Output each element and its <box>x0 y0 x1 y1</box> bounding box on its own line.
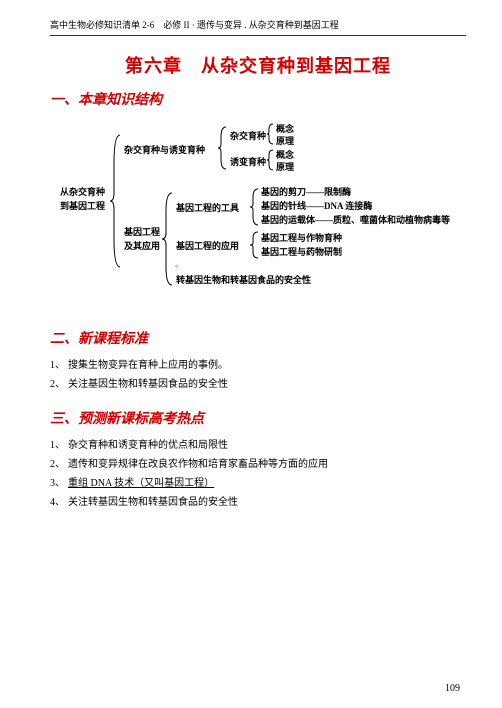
item-text: 杂交育种和诱变育种的优点和局限性 <box>68 436 466 455</box>
diag-b-label1: 基因工程 <box>124 225 160 239</box>
brace-b <box>162 191 174 287</box>
diag-root-line1: 从杂交育种 <box>60 185 105 199</box>
section1-heading: 一、本章知识结构 <box>50 89 466 109</box>
diag-b2-l1: 基因工程与作物育种 <box>261 231 342 245</box>
diag-root-line2: 到基因工程 <box>60 199 105 213</box>
diag-dot: 。 <box>175 257 184 271</box>
item-num: 3、 <box>50 474 68 493</box>
list-item: 2、 关注基因生物和转基因食品的安全性 <box>50 375 466 394</box>
diag-b2-l2: 基因工程与药物研制 <box>261 245 342 259</box>
list-item: 3、 重组 DNA 技术（又叫基因工程） <box>50 474 466 493</box>
item-text: 关注转基因生物和转基因食品的安全性 <box>68 493 466 512</box>
brace-root <box>110 133 122 269</box>
item-text: 关注基因生物和转基因食品的安全性 <box>68 375 466 394</box>
diag-a-sub1: 杂交育种 <box>230 129 266 143</box>
diag-a1-l2: 原理 <box>276 134 294 148</box>
diag-b-label2: 及其应用 <box>124 239 160 253</box>
list-item: 1、 搜集生物变异在育种上应用的事例。 <box>50 356 466 375</box>
diag-a-sub2: 诱变育种 <box>230 155 266 169</box>
section2-list: 1、 搜集生物变异在育种上应用的事例。 2、 关注基因生物和转基因食品的安全性 <box>50 356 466 394</box>
diag-b-sub1: 基因工程的工具 <box>176 201 239 215</box>
item-num: 2、 <box>50 375 68 394</box>
diag-b1-l3: 基因的运载体——质粒、噬菌体和动植物病毒等 <box>261 213 450 227</box>
list-item: 4、 关注转基因生物和转基因食品的安全性 <box>50 493 466 512</box>
section3-list: 1、 杂交育种和诱变育种的优点和局限性 2、 遗传和变异规律在改良农作物和培育家… <box>50 436 466 512</box>
item-text: 搜集生物变异在育种上应用的事例。 <box>68 356 466 375</box>
section2-heading: 二、新课程标准 <box>50 328 466 348</box>
list-item: 1、 杂交育种和诱变育种的优点和局限性 <box>50 436 466 455</box>
item-num: 1、 <box>50 356 68 375</box>
brace-b2 <box>250 231 260 259</box>
list-item: 2、 遗传和变异规律在改良农作物和培育家畜品种等方面的应用 <box>50 455 466 474</box>
diag-b-sub2: 基因工程的应用 <box>176 239 239 253</box>
page-header: 高中生物必修知识清单 2-6 必修 II · 遗传与变异 . 从杂交育种到基因工… <box>50 18 466 36</box>
brace-b1 <box>250 187 260 227</box>
item-num: 1、 <box>50 436 68 455</box>
diag-b-sub3: 转基因生物和转基因食品的安全性 <box>176 273 311 287</box>
knowledge-structure-diagram: 从杂交育种 到基因工程 杂交育种与诱变育种 杂交育种 概念 原理 诱变育种 概念… <box>50 117 466 306</box>
diag-a-label: 杂交育种与诱变育种 <box>124 143 205 157</box>
section3-heading: 三、预测新课标高考热点 <box>50 408 466 428</box>
brace-a <box>218 125 228 171</box>
diag-b1-l2: 基因的针线——DNA 连接酶 <box>261 199 372 213</box>
item-num: 4、 <box>50 493 68 512</box>
item-text: 遗传和变异规律在改良农作物和培育家畜品种等方面的应用 <box>68 455 466 474</box>
brace-a1 <box>267 123 275 145</box>
item-num: 2、 <box>50 455 68 474</box>
diag-b1-l1: 基因的剪刀——限制酶 <box>261 185 351 199</box>
brace-a2 <box>267 149 275 171</box>
item-text: 重组 DNA 技术（又叫基因工程） <box>68 474 466 493</box>
page-number: 109 <box>445 683 460 694</box>
diag-a2-l2: 原理 <box>276 160 294 174</box>
chapter-title: 第六章 从杂交育种到基因工程 <box>50 52 466 81</box>
